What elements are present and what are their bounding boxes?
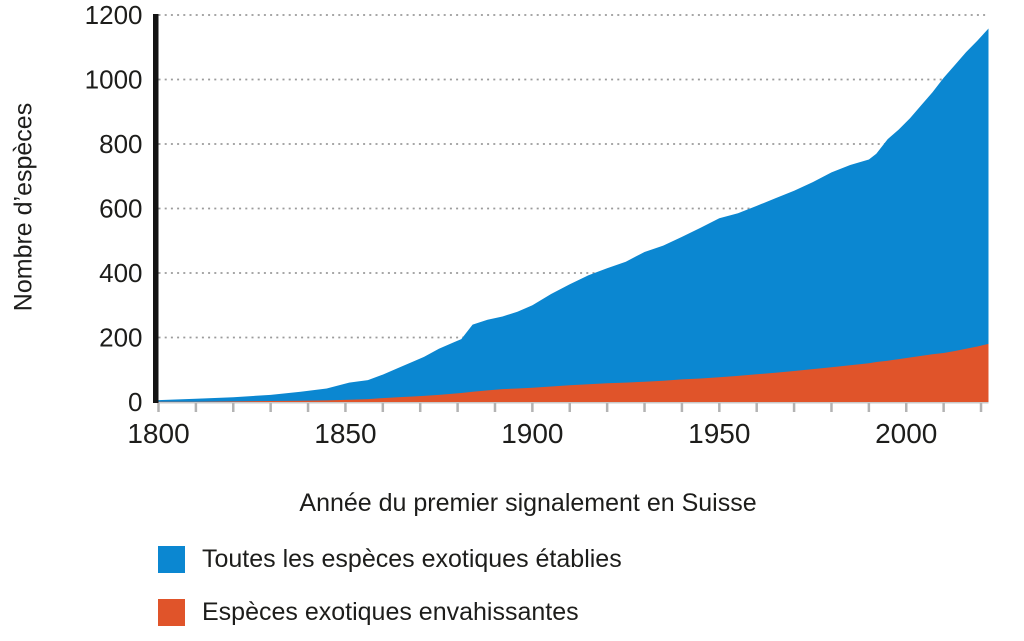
y-tick-label-200: 200 bbox=[99, 323, 142, 353]
y-tick-label-1000: 1000 bbox=[85, 65, 143, 95]
x-axis-title: Année du premier signalement en Suisse bbox=[299, 489, 757, 517]
x-tick-label-2000: 2000 bbox=[875, 418, 937, 449]
legend-item-established: Toutes les espèces exotiques établies bbox=[158, 546, 622, 573]
legend-label-invasive: Espèces exotiques envahissantes bbox=[202, 598, 579, 626]
y-tick-label-800: 800 bbox=[99, 129, 142, 159]
legend-item-invasive: Espèces exotiques envahissantes bbox=[158, 599, 622, 626]
y-axis-line bbox=[153, 14, 159, 403]
y-tick-label-0: 0 bbox=[128, 387, 142, 417]
y-tick-label-1200: 1200 bbox=[85, 0, 143, 30]
legend-swatch-blue-icon bbox=[158, 546, 185, 573]
series-area-established bbox=[158, 28, 989, 402]
x-tick-label-1850: 1850 bbox=[314, 418, 376, 449]
y-tick-label-600: 600 bbox=[99, 194, 142, 224]
series-area-invasive bbox=[158, 343, 989, 402]
legend: Toutes les espèces exotiques établies Es… bbox=[158, 546, 622, 641]
x-tick-label-1800: 1800 bbox=[127, 418, 189, 449]
x-tick-label-1950: 1950 bbox=[688, 418, 750, 449]
legend-swatch-orange-icon bbox=[158, 599, 185, 626]
y-tick-label-400: 400 bbox=[99, 258, 142, 288]
area-chart-canvas: 1800 1850 1900 1950 2000 0 200 400 600 800 1000 120… bbox=[85, 0, 989, 449]
legend-label-established: Toutes les espèces exotiques établies bbox=[202, 545, 622, 573]
x-tick-label-1900: 1900 bbox=[501, 418, 563, 449]
